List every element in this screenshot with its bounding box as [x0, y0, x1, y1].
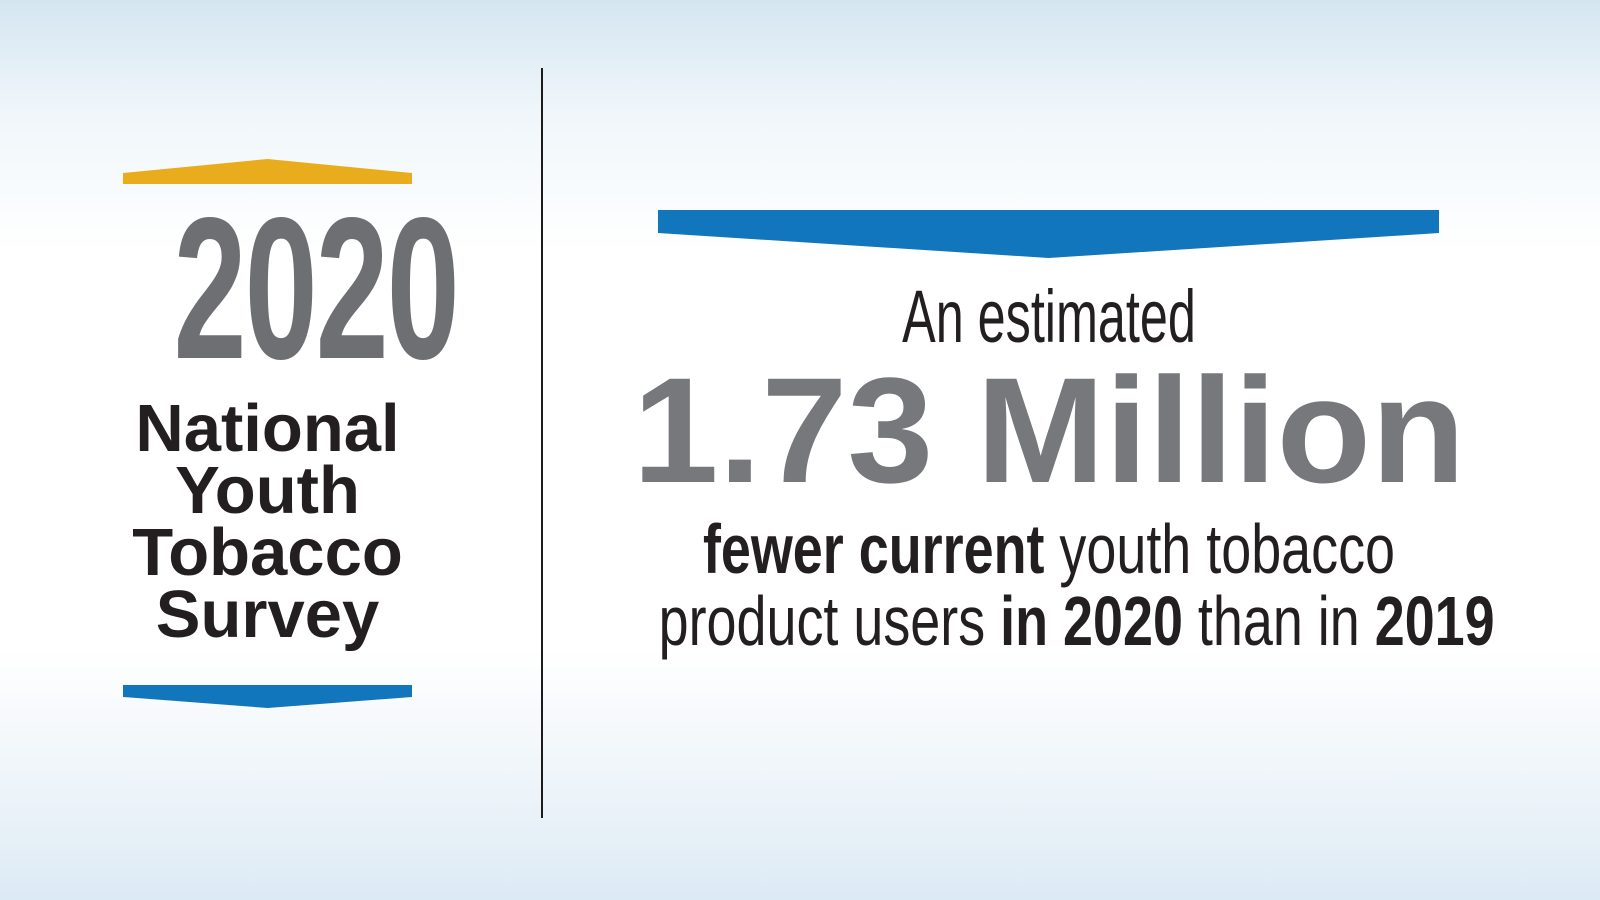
gold-chevron-banner [123, 159, 412, 184]
blue-chevron-banner-small [123, 685, 412, 708]
survey-title-line: Survey [155, 577, 380, 652]
vertical-divider [541, 68, 543, 818]
headline-description-line-2: product users in 2020 than in 2019 [658, 582, 1495, 660]
headline-description: fewer current youth tobacco product user… [658, 513, 1495, 660]
survey-title-line: Youth [175, 453, 360, 528]
headline-statistic: 1.73 Million [632, 346, 1466, 514]
description-segment: than in [1182, 582, 1375, 660]
description-segment: fewer current [702, 510, 1060, 588]
survey-title: National Youth Tobacco Survey [123, 391, 412, 652]
description-segment: in 2020 [1000, 582, 1183, 660]
description-segment: youth tobacco [1059, 510, 1396, 588]
survey-year: 2020 [173, 175, 460, 401]
description-segment: product users [658, 582, 1001, 660]
headline-intro: An estimated [902, 275, 1196, 358]
headline-description-line-1: fewer current youth tobacco [659, 513, 1440, 585]
blue-chevron-banner-large [658, 210, 1439, 258]
headline-panel: An estimated 1.73 Million fewer current … [542, 0, 1556, 900]
survey-title-line: Tobacco [132, 515, 403, 590]
survey-badge: 2020 National Youth Tobacco Survey [123, 159, 460, 719]
description-segment: 2019 [1374, 582, 1495, 660]
survey-title-line: National [135, 391, 400, 466]
